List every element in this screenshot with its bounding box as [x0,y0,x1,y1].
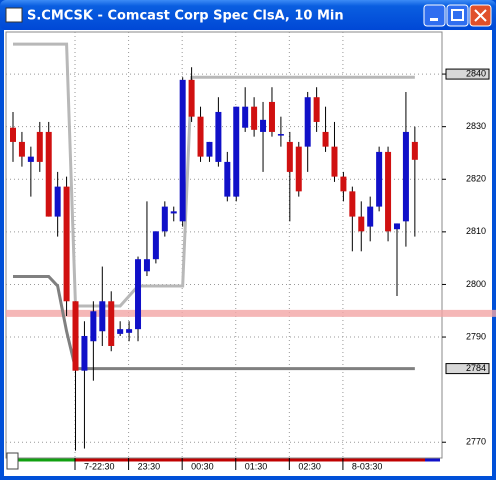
indicator-line [13,275,415,371]
candle-body [268,101,275,132]
candle-body [402,131,409,222]
candle-body [197,116,204,157]
candle-body [179,79,186,222]
candle-body [135,259,142,330]
minimize-button[interactable] [423,4,446,27]
y-tick-label: 2810 [466,226,486,236]
candle-body [72,301,79,371]
candle-body [161,206,168,232]
candle-body [36,131,43,162]
candle-body [393,223,400,230]
client-area [4,30,492,476]
candle-body [143,259,150,272]
y-tick-label: 2820 [466,174,486,184]
candle-body [304,97,311,147]
candle-body [313,97,320,122]
candle-body [224,161,231,197]
candle-body [322,131,329,147]
candle-body [10,127,16,142]
candle-body [340,176,347,192]
x-tick-label: 00:30 [191,461,214,471]
candle-body [117,329,124,334]
candle-body [206,141,213,157]
value-box [445,363,490,375]
candle-body [99,301,106,332]
value-box-label: 2784 [466,363,486,373]
x-tick-label: 02:30 [298,461,321,471]
candle-body [170,211,177,214]
x-tick-label: 7-22:30 [84,461,115,471]
candle-body [152,231,159,260]
indicator-line [13,42,415,308]
x-tick-label: 01:30 [245,461,268,471]
y-tick-label: 2800 [466,279,486,289]
candle-body [18,141,25,157]
app-icon [5,7,23,23]
candle-body [242,106,249,128]
minimize-icon [430,18,438,21]
close-icon [474,9,487,22]
y-tick-label: 2790 [466,331,486,341]
x-tick-label: 23:30 [138,461,161,471]
candle-body [45,131,52,217]
title-bar [0,0,496,30]
plot: 2770 2790 2800 2810 2820 2830 7-22:30 23:30 00:3… [6,32,496,471]
candle-body [27,156,34,162]
window-title: S.CMCSK - Comcast Corp Spec ClsA, 10 Min [27,9,344,24]
candle-body [286,141,293,172]
candle-body [295,146,302,192]
candle-body [90,311,97,342]
candle-body [251,106,258,130]
y-tick-label: 2770 [466,437,486,447]
value-box-label: 2840 [466,68,486,78]
candle-body [126,329,133,333]
candle-body [331,146,338,177]
x-tick-label: 8-03:30 [352,461,383,471]
candle-body [233,106,240,197]
candle-body [277,134,284,136]
candle-body [215,111,222,162]
candle-body [63,186,70,302]
scroll-box[interactable] [6,452,19,470]
maximize-icon [451,9,464,21]
candle-body [367,206,374,227]
candle-body [349,191,356,217]
candle-body [81,335,88,371]
candle-body [385,151,392,232]
candle-body [260,119,267,132]
candle-body [54,186,61,217]
y-tick-label: 2830 [466,121,486,131]
candle-body [376,151,383,207]
candle-body [108,301,115,346]
value-box [445,68,490,80]
candle-body [188,79,195,117]
candle-body [358,216,365,232]
maximize-button[interactable] [446,4,469,27]
candle-body [411,141,418,160]
